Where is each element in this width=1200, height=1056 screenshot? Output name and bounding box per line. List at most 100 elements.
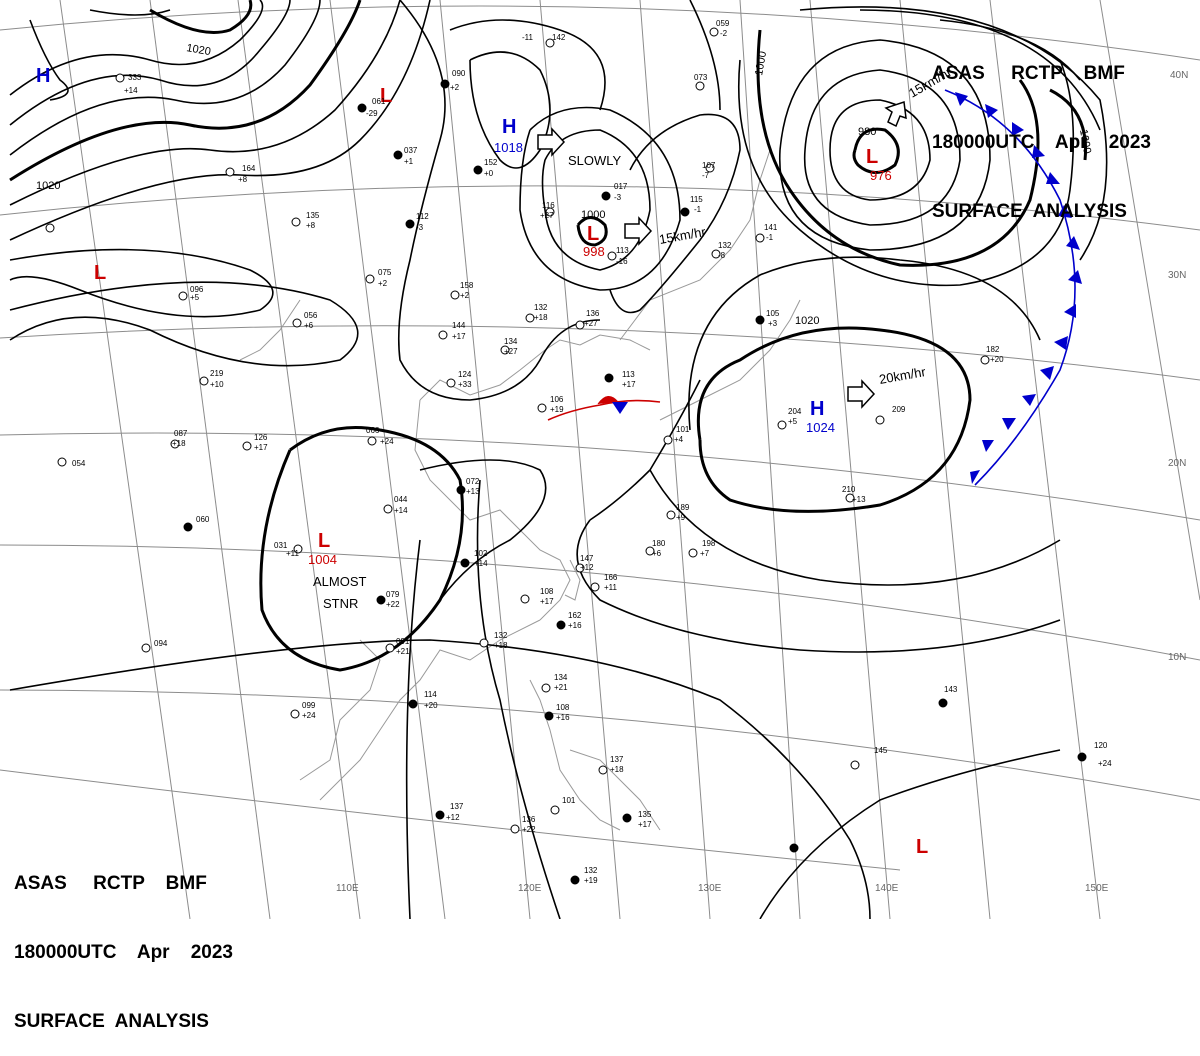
low-center-marker: L	[94, 262, 106, 284]
station-value: +6	[652, 549, 662, 558]
station-value: 108	[540, 587, 554, 596]
station-value: +13	[466, 487, 480, 496]
station-value: +27	[504, 347, 518, 356]
station-value: -29	[366, 109, 378, 118]
station-value: +24	[302, 711, 316, 720]
station-value: -11	[522, 33, 534, 42]
station-value: 059	[716, 19, 730, 28]
station-value: -3	[416, 223, 424, 232]
station-value: +14	[124, 86, 138, 95]
station-value: +22	[522, 825, 536, 834]
header-agency-line: ASAS RCTP BMF	[14, 873, 207, 894]
station-value: 166	[604, 573, 618, 582]
station-value: 101	[676, 425, 690, 434]
station-value: 145	[874, 746, 888, 755]
lat-label: 40N	[1170, 70, 1188, 81]
station-value: +33	[458, 380, 472, 389]
station-value: +16	[556, 713, 570, 722]
station-value: 143	[944, 685, 958, 694]
isobars	[9, 0, 1108, 919]
weather-map: 110E 120E 130E 140E 150E 40N 30N 20N 10N…	[0, 0, 1200, 919]
station-value: +8	[238, 175, 248, 184]
station-value: 210	[842, 485, 856, 494]
station-value: +11	[286, 549, 300, 558]
station-value: 141	[764, 223, 778, 232]
low-center-marker: L	[916, 836, 928, 858]
station-reports: 333 +14 061 -29 090 +2 142 -11 037 +1 152 +0 1…	[72, 19, 1112, 885]
station-value: 079	[386, 590, 400, 599]
station-value: 198	[702, 539, 716, 548]
graticule	[0, 0, 1200, 919]
axis-labels: 110E 120E 130E 140E 150E 40N 30N 20N 10N	[336, 70, 1188, 894]
pressure-systems: H L L H 1018 L 998 L 976 H 1024 L 1004 L	[36, 65, 928, 858]
station-value: 031	[274, 541, 288, 550]
station-value: 094	[154, 639, 168, 648]
station-value: +18	[610, 765, 624, 774]
station-value: 075	[378, 268, 392, 277]
station-value: 120	[1094, 741, 1108, 750]
station-value: +2	[460, 291, 470, 300]
isobar-label: 1020	[36, 180, 60, 192]
isobar-label: 1020	[795, 315, 819, 327]
station-value: +5	[788, 417, 798, 426]
station-value: +14	[394, 506, 408, 515]
station-value: +8	[306, 221, 316, 230]
station-value: +27	[584, 319, 598, 328]
station-value: 136	[522, 815, 536, 824]
lat-label: 10N	[1168, 652, 1186, 663]
station-value: +12	[446, 813, 460, 822]
station-value: -1	[766, 233, 774, 242]
header-time-line: 180000UTC Apr 2023	[14, 942, 233, 963]
station-value: 152	[484, 158, 498, 167]
station-value: 113	[622, 370, 635, 379]
stationary-front	[547, 396, 661, 421]
station-value: 116	[542, 201, 555, 210]
station-value: +9	[676, 513, 686, 522]
station-value: +14	[474, 559, 488, 568]
movement-note: SLOWLY	[568, 153, 622, 168]
station-value: 112	[416, 212, 429, 221]
movement-note: ALMOST	[313, 574, 367, 589]
station-value: 115	[690, 195, 703, 204]
high-center-marker: H	[502, 116, 516, 138]
station-value: 114	[424, 690, 437, 699]
station-value: +21	[554, 683, 568, 692]
lon-label: 140E	[875, 883, 899, 894]
station-value: 333	[128, 73, 142, 82]
station-value: 137	[450, 802, 464, 811]
station-value: 099	[302, 701, 316, 710]
station-value: +19	[584, 876, 598, 885]
station-value: +19	[550, 405, 564, 414]
station-value: +10	[210, 380, 224, 389]
chart-header-top: ASAS RCTP BMF 180000UTC Apr 2023 SURFACE…	[932, 16, 1151, 246]
lon-label: 150E	[1085, 883, 1109, 894]
station-value: +17	[622, 380, 636, 389]
isobar-label: 1000	[581, 209, 605, 221]
low-center-marker: L	[318, 530, 330, 552]
station-value: 162	[568, 611, 582, 620]
station-value: 066	[366, 426, 380, 435]
isobar-label: 980	[858, 126, 876, 138]
station-value: +17	[452, 332, 466, 341]
station-value: 209	[892, 405, 906, 414]
station-value: 017	[614, 182, 628, 191]
station-value: 144	[452, 321, 466, 330]
station-value: 219	[210, 369, 224, 378]
low-center-marker: L	[380, 85, 392, 107]
motion-arrows	[537, 100, 907, 409]
station-value: -2	[720, 29, 728, 38]
station-value: 101	[562, 796, 576, 805]
station-value: 132	[584, 866, 598, 875]
station-value: 147	[580, 554, 594, 563]
high-center-value: 1024	[806, 420, 835, 435]
station-value: 182	[986, 345, 1000, 354]
station-value: 134	[504, 337, 518, 346]
station-value: 056	[304, 311, 318, 320]
movement-note: STNR	[323, 596, 358, 611]
station-value: +21	[396, 647, 410, 656]
station-value: +20	[990, 355, 1004, 364]
lat-label: 20N	[1168, 458, 1186, 469]
station-value: +4	[674, 435, 684, 444]
station-value: +20	[424, 701, 438, 710]
station-value: 073	[694, 73, 708, 82]
